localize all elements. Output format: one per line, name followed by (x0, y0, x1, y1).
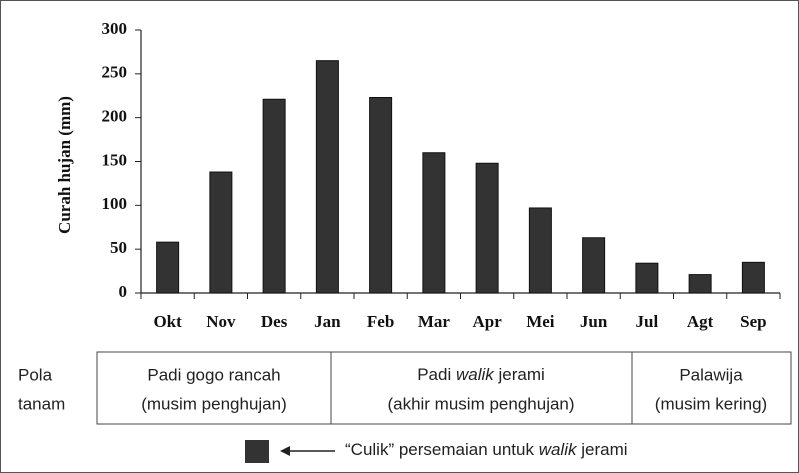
x-tick-label: Des (261, 312, 288, 331)
bar (688, 274, 712, 294)
text-part: “Culik” persemaian untuk (345, 440, 539, 459)
y-tick-label: 200 (102, 107, 128, 126)
cell-text: (akhir musim penghujan) (387, 394, 574, 413)
x-tick-label: Mar (418, 312, 451, 331)
y-tick-label: 150 (102, 150, 128, 169)
text-part: jerami (494, 365, 545, 384)
bar (209, 171, 233, 294)
bar (315, 60, 339, 294)
bar (262, 98, 286, 294)
bar (582, 237, 606, 294)
cell-text: Padi walik jerami (417, 365, 545, 384)
cell-text: Padi gogo rancah (147, 365, 280, 384)
x-tick-label: Apr (472, 312, 502, 331)
y-tick-label: 300 (102, 19, 128, 38)
x-tick-label: Sep (740, 312, 766, 331)
legend-swatch (245, 440, 269, 463)
text-part: walik (539, 440, 578, 459)
plot: 0 50 100 150 200 250 300 Okt Nov Des Jan Feb Mar Apr M… (102, 19, 781, 331)
x-tick-label: Jun (580, 312, 608, 331)
x-tick-label: Jul (636, 312, 659, 331)
text-part: walik (456, 365, 495, 384)
bar (422, 152, 446, 294)
text-part: jerami (577, 440, 628, 459)
x-tick-label: Nov (206, 312, 236, 331)
bar (156, 241, 180, 294)
x-tick-label: Mei (526, 312, 555, 331)
y-tick-label: 250 (102, 63, 128, 82)
cell-text: Palawija (679, 365, 743, 384)
cell-text: (musim penghujan) (141, 394, 287, 413)
x-tick-label: Agt (687, 312, 714, 331)
x-tick-label: Feb (367, 312, 394, 331)
row-label: tanam (18, 394, 65, 413)
text-part: Padi (417, 365, 456, 384)
cell-text: (musim kering) (655, 394, 767, 413)
bar (635, 262, 659, 294)
bar (475, 162, 499, 294)
y-axis-label: Curah hujan (mm) (55, 96, 74, 234)
bar (369, 97, 393, 294)
row-label: Pola (18, 365, 53, 384)
y-tick-label: 50 (110, 238, 127, 257)
y-tick-label: 0 (119, 282, 128, 301)
x-tick-label: Okt (153, 312, 182, 331)
x-tick-label: Jan (314, 312, 341, 331)
table-box (96, 351, 792, 425)
legend-arrowhead (280, 446, 290, 456)
y-tick-label: 100 (102, 194, 128, 213)
bar (528, 207, 552, 294)
legend-text: “Culik” persemaian untuk walik jerami (345, 440, 628, 459)
bar (741, 261, 765, 294)
